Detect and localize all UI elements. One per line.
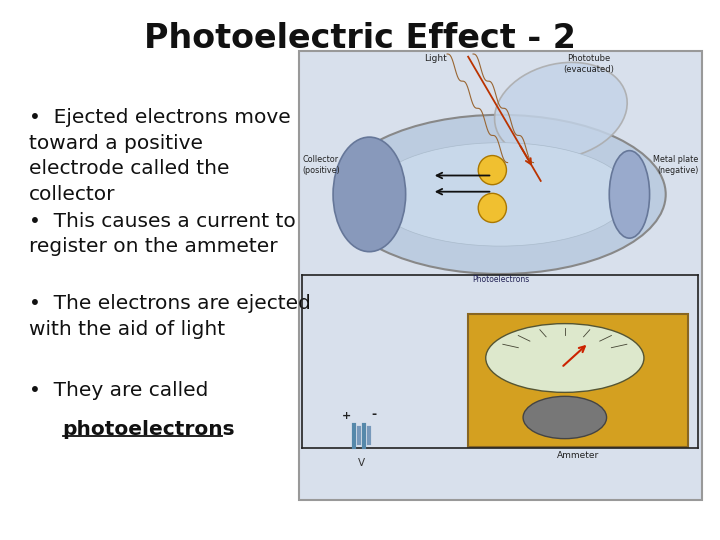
Text: V: V <box>358 458 365 469</box>
Text: photoelectrons: photoelectrons <box>63 420 235 438</box>
Ellipse shape <box>609 151 649 238</box>
Text: •  They are called: • They are called <box>29 381 208 400</box>
Text: +: + <box>342 410 351 421</box>
Ellipse shape <box>333 137 405 252</box>
Text: Photoelectrons: Photoelectrons <box>472 275 529 285</box>
Text: Collector
(positive): Collector (positive) <box>302 154 340 175</box>
Text: Light: Light <box>425 54 447 63</box>
Text: Photoelectric Effect - 2: Photoelectric Effect - 2 <box>144 22 576 55</box>
Text: -: - <box>372 408 377 421</box>
Ellipse shape <box>495 62 627 159</box>
Text: •  The electrons are ejected
with the aid of light: • The electrons are ejected with the aid… <box>29 294 310 339</box>
Ellipse shape <box>335 115 666 274</box>
Text: Phototube
(evacuated): Phototube (evacuated) <box>564 54 615 74</box>
Ellipse shape <box>486 323 644 393</box>
Text: Metal plate
(negative): Metal plate (negative) <box>653 154 698 175</box>
Ellipse shape <box>523 396 606 438</box>
Ellipse shape <box>478 193 506 222</box>
Ellipse shape <box>372 143 629 246</box>
Text: Ammeter: Ammeter <box>557 451 599 460</box>
FancyBboxPatch shape <box>299 51 702 500</box>
FancyBboxPatch shape <box>468 314 688 447</box>
Ellipse shape <box>478 156 506 185</box>
Text: •  Ejected electrons move
toward a positive
electrode called the
collector: • Ejected electrons move toward a positi… <box>29 108 291 204</box>
Text: •  This causes a current to
register on the ammeter: • This causes a current to register on t… <box>29 212 295 256</box>
